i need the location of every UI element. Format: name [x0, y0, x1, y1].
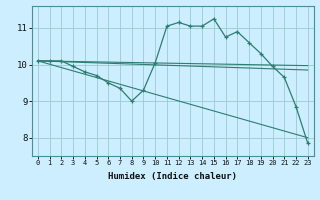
X-axis label: Humidex (Indice chaleur): Humidex (Indice chaleur) — [108, 172, 237, 181]
